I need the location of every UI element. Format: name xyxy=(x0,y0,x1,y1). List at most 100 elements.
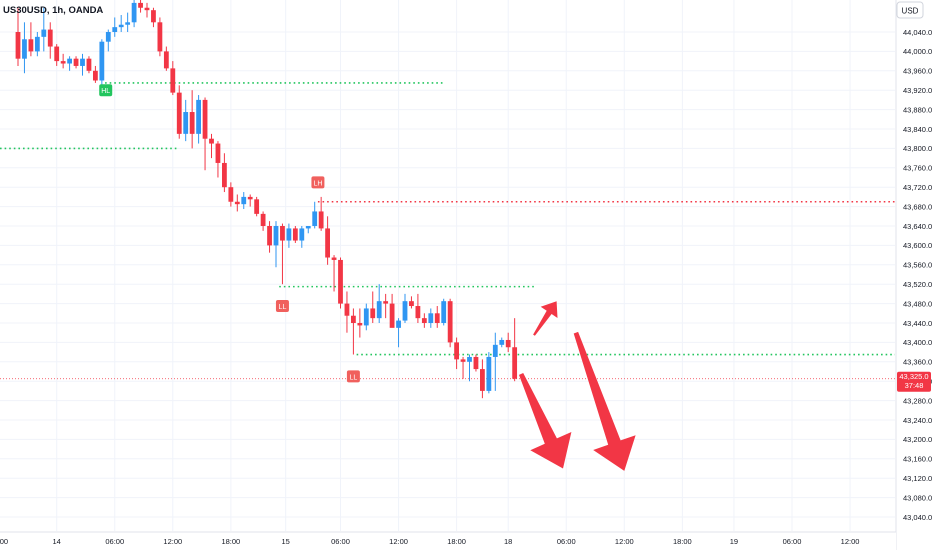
candle[interactable] xyxy=(157,17,163,57)
candle[interactable] xyxy=(34,32,40,57)
annotation-arrows[interactable] xyxy=(519,301,636,471)
candle[interactable] xyxy=(292,226,298,243)
candle-body xyxy=(202,99,208,139)
candle[interactable] xyxy=(247,194,253,207)
candle[interactable] xyxy=(105,29,111,52)
candle-body xyxy=(344,303,350,316)
candle[interactable] xyxy=(47,22,53,59)
candle[interactable] xyxy=(280,223,285,285)
candle[interactable] xyxy=(467,354,472,382)
candle[interactable] xyxy=(118,15,124,32)
arrow[interactable] xyxy=(573,331,636,471)
candle[interactable] xyxy=(331,255,337,292)
candle[interactable] xyxy=(234,194,240,212)
candle[interactable] xyxy=(434,306,440,328)
candle-body xyxy=(86,58,92,71)
candle[interactable] xyxy=(60,53,66,69)
candle-body xyxy=(331,257,337,260)
candle[interactable] xyxy=(41,7,47,52)
time-axis[interactable] xyxy=(0,532,896,550)
candle[interactable] xyxy=(512,318,518,382)
candle[interactable] xyxy=(454,337,459,370)
candle[interactable] xyxy=(138,0,143,13)
candle[interactable] xyxy=(222,153,227,193)
time-tick-label: 06:00 xyxy=(557,537,576,546)
candle[interactable] xyxy=(93,65,98,83)
candle[interactable] xyxy=(325,216,330,265)
price-tick-label: 44,040.0 xyxy=(903,28,932,37)
candle-body xyxy=(273,226,279,246)
candle[interactable] xyxy=(351,308,356,355)
candle-body xyxy=(383,301,389,304)
candle[interactable] xyxy=(144,2,150,18)
candle[interactable] xyxy=(22,22,27,74)
candle[interactable] xyxy=(125,12,131,32)
candle[interactable] xyxy=(428,308,434,328)
candle[interactable] xyxy=(286,223,292,248)
candle[interactable] xyxy=(447,298,453,348)
candle[interactable] xyxy=(460,356,466,379)
candle-body xyxy=(112,27,118,32)
price-axis[interactable] xyxy=(896,0,932,550)
candles-layer[interactable] xyxy=(15,0,518,399)
candle[interactable] xyxy=(86,56,92,74)
candle[interactable] xyxy=(421,313,427,328)
candle[interactable] xyxy=(305,226,311,234)
arrow[interactable] xyxy=(519,373,572,469)
candle[interactable] xyxy=(151,7,156,28)
candle[interactable] xyxy=(54,44,60,66)
candle[interactable] xyxy=(492,332,498,391)
candle[interactable] xyxy=(99,39,105,86)
candle[interactable] xyxy=(473,354,479,372)
candle[interactable] xyxy=(376,284,382,323)
candle-body xyxy=(260,213,266,226)
candle[interactable] xyxy=(344,291,350,333)
candle[interactable] xyxy=(480,359,485,399)
candle[interactable] xyxy=(163,46,169,71)
candle[interactable] xyxy=(260,211,266,231)
candle[interactable] xyxy=(402,293,408,323)
candle[interactable] xyxy=(131,0,137,28)
candle[interactable] xyxy=(228,182,234,207)
candle[interactable] xyxy=(299,226,305,248)
candle[interactable] xyxy=(441,298,447,326)
candle[interactable] xyxy=(28,22,34,57)
candle[interactable] xyxy=(215,141,221,178)
candle[interactable] xyxy=(209,133,214,159)
candle[interactable] xyxy=(170,61,176,96)
candle[interactable] xyxy=(409,296,414,309)
candle[interactable] xyxy=(254,196,260,217)
candle[interactable] xyxy=(338,257,343,309)
candle[interactable] xyxy=(112,17,118,37)
candle[interactable] xyxy=(312,201,318,229)
candle[interactable] xyxy=(363,303,369,331)
candle[interactable] xyxy=(241,192,247,210)
candle[interactable] xyxy=(499,337,505,348)
candle[interactable] xyxy=(67,56,72,71)
candle[interactable] xyxy=(189,90,195,149)
currency-button[interactable]: USD xyxy=(896,1,924,19)
time-tick-label: 18:00 xyxy=(673,537,692,546)
candle[interactable] xyxy=(383,293,389,319)
candle[interactable] xyxy=(415,293,421,323)
candle[interactable] xyxy=(486,352,492,394)
candle[interactable] xyxy=(15,7,21,66)
candle[interactable] xyxy=(505,332,511,353)
candle[interactable] xyxy=(196,95,201,144)
candle[interactable] xyxy=(357,308,363,338)
candle[interactable] xyxy=(318,196,324,231)
candle[interactable] xyxy=(202,97,208,171)
candle[interactable] xyxy=(176,85,182,139)
candle[interactable] xyxy=(273,221,279,268)
candle-body xyxy=(41,29,47,37)
candle[interactable] xyxy=(80,53,85,76)
candle[interactable] xyxy=(267,221,272,253)
candle[interactable] xyxy=(73,56,79,69)
candle[interactable] xyxy=(396,318,401,348)
candle[interactable] xyxy=(370,291,376,323)
arrow[interactable] xyxy=(533,301,558,336)
candle[interactable] xyxy=(183,99,189,142)
candle-body xyxy=(125,22,131,25)
candle[interactable] xyxy=(389,293,395,328)
